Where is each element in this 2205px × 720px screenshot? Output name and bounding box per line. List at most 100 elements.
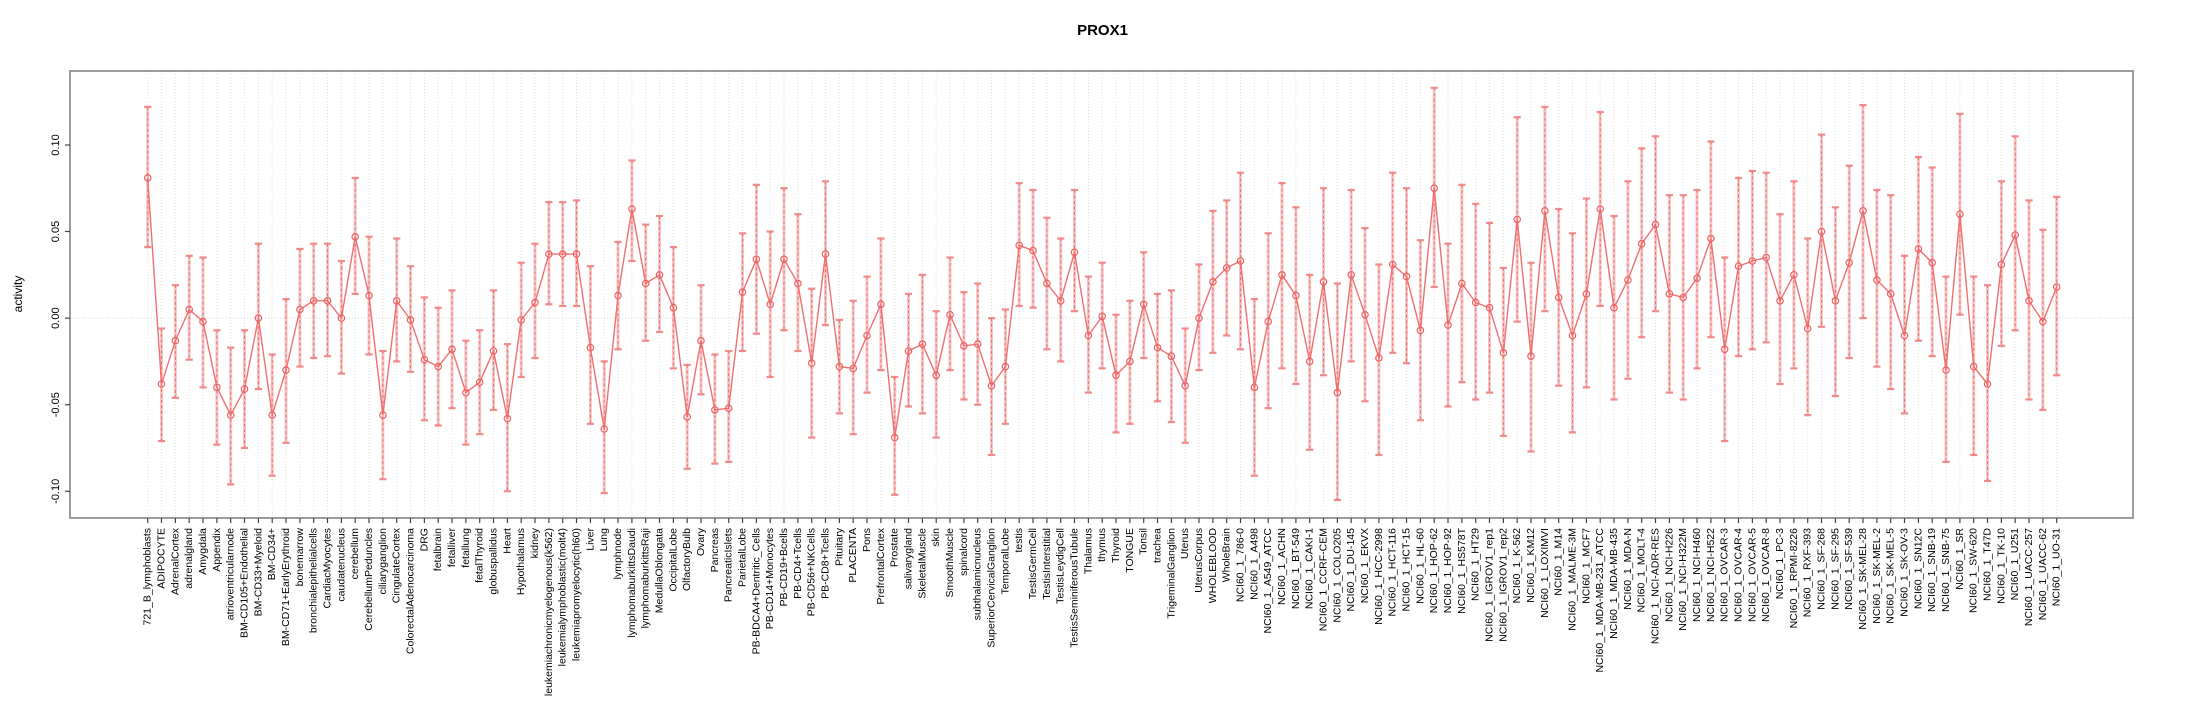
x-tick-label: trachea (1152, 528, 1164, 563)
data-point (1167, 352, 1176, 361)
data-point (600, 425, 609, 433)
data-point (794, 279, 802, 288)
data-point (1029, 246, 1037, 255)
data-point (1264, 317, 1273, 326)
data-point (1001, 362, 1010, 371)
x-tick-label: PB-CD19+Bcells (778, 528, 790, 607)
x-tick-label: PB-CD14+Monocytes (764, 528, 776, 629)
data-point (683, 413, 692, 421)
data-point (669, 303, 678, 312)
x-tick-label: NCI60_1_NCI-H460 (1691, 528, 1703, 622)
x-tick-label: SuperiorCervicalGanglion (986, 528, 998, 648)
x-tick-label: fetalbrain (432, 528, 444, 571)
data-point (545, 250, 553, 258)
data-point (462, 388, 470, 397)
x-tick-label: Heart (501, 528, 513, 554)
data-point (1845, 258, 1854, 267)
data-point (711, 406, 719, 414)
data-point (1748, 257, 1757, 265)
data-point (365, 291, 373, 300)
x-tick-label: NCI60_1_MDA-MB-435 (1608, 528, 1620, 639)
data-point (1956, 210, 1964, 219)
x-tick-label: Thalamus (1082, 528, 1094, 574)
y-tick-label: -0.05 (50, 392, 62, 417)
data-point (1817, 227, 1826, 236)
data-point (296, 305, 304, 314)
data-point (1637, 239, 1646, 248)
y-tick-label: 0.00 (50, 307, 62, 328)
x-tick-label: TemporalLobe (999, 528, 1011, 595)
data-point (531, 298, 539, 307)
x-tick-label: NCI60_1_RPMI-8226 (1788, 528, 1800, 629)
data-point (904, 347, 913, 355)
data-point (890, 433, 899, 442)
data-point (1513, 215, 1522, 224)
x-tick-label: NCI60_1_SK-MEL-28 (1857, 528, 1869, 630)
x-tick-label: atrioventricularnode (225, 528, 237, 620)
data-point (1139, 300, 1148, 309)
data-point (752, 255, 761, 264)
x-tick-label: NCI60_1_OVCAR-4 (1733, 528, 1745, 622)
x-tick-label: OlfactoryBulb (681, 528, 693, 591)
x-tick-label: Appendix (211, 527, 223, 572)
data-point (1969, 362, 1978, 371)
x-tick-label: NCI60_1_SNB-19 (1926, 528, 1938, 612)
x-tick-label: TONGUE (1124, 528, 1136, 573)
data-point (323, 296, 332, 305)
data-point (1610, 303, 1618, 312)
data-point (337, 314, 346, 322)
data-point (724, 404, 733, 413)
x-tick-label: NCI60_1_HCT-15 (1401, 528, 1413, 612)
x-tick-label: ColorectalAdenocarcinoma (405, 528, 417, 654)
y-tick-label: -0.10 (50, 479, 62, 504)
data-point (1222, 264, 1231, 272)
x-tick-label: leukemiachronicmyelogenous(k562) (543, 528, 555, 696)
plot-border (69, 70, 2134, 519)
x-tick-label: spinalcord (958, 528, 970, 576)
x-tick-label: lymphomaburkittsRaji (640, 528, 652, 628)
x-tick-label: NCI60_1_SK-MEL-2 (1871, 528, 1883, 624)
x-tick-label: NCI60_1_SF-295 (1829, 528, 1841, 610)
x-tick-label: NCI60_1_CAKI-1 (1304, 528, 1316, 609)
data-point (960, 342, 968, 350)
data-point (420, 355, 429, 364)
data-point (1388, 260, 1397, 269)
data-point (1499, 348, 1508, 357)
data-point (1416, 326, 1425, 335)
data-point (1043, 279, 1051, 288)
x-tick-label: NCI60_1_HL-60 (1414, 528, 1426, 604)
data-point (863, 331, 871, 340)
x-tick-label: leukemiapromyelocytic(hl60) (571, 528, 583, 661)
x-tick-label: Tonsil (1138, 528, 1150, 555)
data-point (1195, 314, 1203, 322)
data-point (282, 366, 290, 374)
data-point (1803, 324, 1812, 333)
x-tick-label: BM-CD34+ (266, 528, 278, 580)
x-tick-label: TestisLeydigCell (1055, 528, 1067, 604)
data-point (143, 174, 152, 182)
x-tick-label: ciliaryganglion (377, 528, 389, 595)
data-point (807, 359, 816, 368)
x-tick-label: NCI60_1_RXF-393 (1802, 528, 1814, 617)
x-tick-label: adrenalgland (183, 528, 195, 589)
data-point (1541, 207, 1549, 215)
x-tick-label: NCI60_1_MALME-3M (1567, 528, 1579, 631)
data-point (1983, 380, 1992, 388)
data-point (503, 414, 512, 423)
x-tick-label: NCI60_1_U251 (2009, 528, 2021, 601)
x-tick-label: NCI60_1_HS578T (1456, 527, 1468, 613)
x-tick-label: NCI60_1_MDA-MB-231_ATCC (1594, 528, 1606, 673)
x-tick-label: thymus (1096, 528, 1108, 562)
x-tick-label: MedullaOblongata (654, 528, 666, 613)
data-point (1347, 270, 1356, 279)
data-point (641, 279, 650, 288)
x-tick-label: leukemialymphoblastic(molt4) (557, 528, 569, 666)
data-point (1624, 276, 1632, 284)
data-point (1430, 184, 1439, 193)
x-tick-label: NCI60_1_HT29 (1470, 528, 1482, 601)
x-tick-label: testis (1013, 528, 1025, 553)
x-tick-label: NCI60_1_ACHN (1276, 528, 1288, 605)
data-point (1070, 248, 1079, 257)
data-point (1015, 241, 1024, 250)
